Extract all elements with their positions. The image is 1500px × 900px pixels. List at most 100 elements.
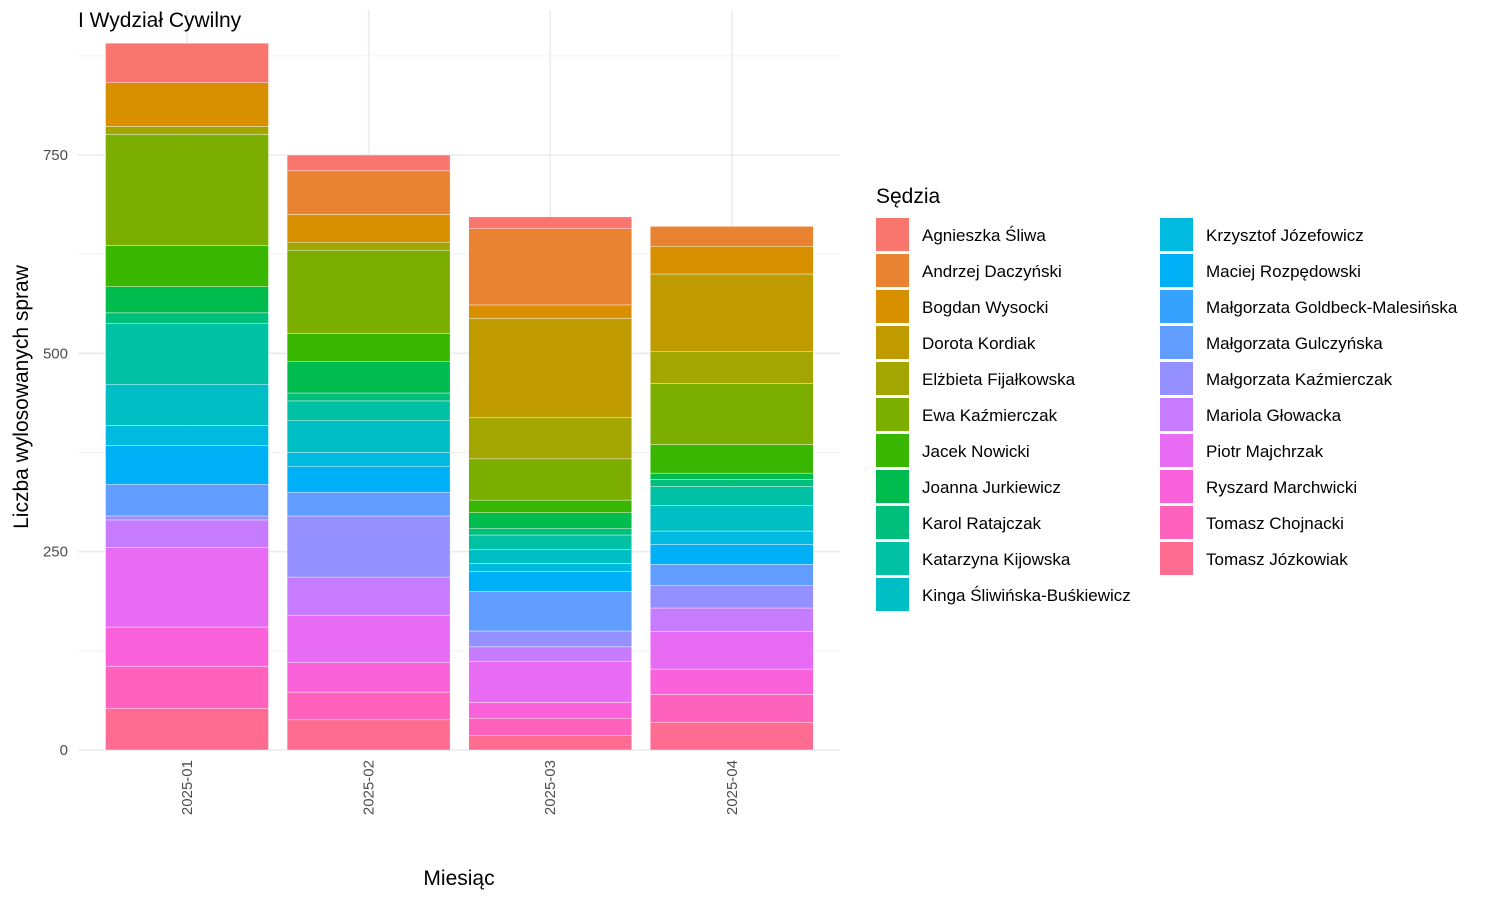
- bar-segment: [468, 228, 632, 306]
- legend-label: Kinga Śliwińska-Buśkiewicz: [922, 586, 1131, 605]
- legend-label: Piotr Majchrzak: [1206, 442, 1324, 461]
- legend-label: Małgorzata Goldbeck-Malesińska: [1206, 298, 1458, 317]
- bar-segment: [286, 420, 451, 453]
- bar-segment: [650, 607, 814, 632]
- bar-segment: [650, 273, 814, 352]
- legend-swatch: [1160, 290, 1193, 323]
- bar-segment: [105, 484, 269, 517]
- bar-segment: [650, 722, 814, 751]
- y-tick-label: 500: [43, 345, 68, 362]
- bar-segment: [105, 384, 269, 426]
- legend-label: Agnieszka Śliwa: [922, 226, 1046, 245]
- bar-segment: [105, 126, 269, 135]
- legend-swatch: [1160, 542, 1193, 575]
- bar-segment: [286, 719, 451, 751]
- legend-swatch: [876, 578, 909, 611]
- legend-label: Ewa Kaźmierczak: [922, 406, 1058, 425]
- x-tick-label: 2025-01: [179, 760, 196, 815]
- y-tick-label: 250: [43, 544, 68, 561]
- bar-segment: [105, 82, 269, 127]
- bar-segment: [286, 691, 451, 721]
- legend-label: Katarzyna Kijowska: [922, 550, 1071, 569]
- bar-segment: [468, 549, 632, 564]
- bar-segment: [650, 472, 814, 480]
- bar-segment: [286, 170, 451, 215]
- bar-segment: [286, 249, 451, 334]
- x-axis-title: Miesiąc: [423, 867, 494, 890]
- legend-swatch: [876, 398, 909, 431]
- bar-segment: [650, 505, 814, 532]
- bar-segment: [286, 515, 451, 578]
- bar-segment: [105, 245, 269, 287]
- bar-segment: [286, 392, 451, 402]
- bar-segment: [105, 519, 269, 548]
- bar-segment: [650, 351, 814, 384]
- legend-swatch: [876, 254, 909, 287]
- bar-segment: [286, 361, 451, 394]
- bar-segment: [468, 304, 632, 319]
- legend-swatch: [1160, 254, 1193, 287]
- x-tick-label: 2025-04: [724, 760, 741, 815]
- legend-swatch: [1160, 470, 1193, 503]
- bars-layer: [105, 42, 814, 751]
- bar-segment: [286, 662, 451, 693]
- x-tick-label: 2025-03: [542, 760, 559, 815]
- bar-segment: [468, 718, 632, 736]
- bar-segment: [468, 417, 632, 460]
- bar-segment: [468, 534, 632, 550]
- bar-segment: [468, 458, 632, 501]
- legend-label: Andrzej Daczyński: [922, 262, 1062, 281]
- bar-segment: [650, 668, 814, 695]
- bar-segment: [468, 563, 632, 572]
- bar-segment: [286, 466, 451, 493]
- legend-label: Krzysztof Józefowicz: [1206, 226, 1364, 245]
- bar-segment: [650, 246, 814, 275]
- bar-segment: [286, 576, 451, 616]
- legend-swatch: [876, 290, 909, 323]
- bar-segment: [105, 322, 269, 385]
- legend-swatch: [1160, 506, 1193, 539]
- bar-segment: [105, 547, 269, 628]
- axes-layer: 0 250 500 750 2025-01 2025-02 2025-03 2025-04: [43, 147, 741, 815]
- legend-label: Maciej Rozpędowski: [1206, 262, 1361, 281]
- bar-segment: [468, 216, 632, 229]
- legend-label: Tomasz Józkowiak: [1206, 550, 1348, 569]
- bar-segment: [468, 702, 632, 719]
- bar-segment: [650, 383, 814, 445]
- legend-label: Bogdan Wysocki: [922, 298, 1048, 317]
- y-axis-title: Liczba wylosowanych spraw: [10, 264, 33, 529]
- bar-segment: [286, 242, 451, 251]
- bar-segment: [468, 571, 632, 592]
- legend-label: Ryszard Marchwicki: [1206, 478, 1357, 497]
- bar-segment: [650, 694, 814, 723]
- bar-segment: [286, 400, 451, 421]
- chart-title: I Wydział Cywilny: [78, 9, 242, 32]
- legend-label: Joanna Jurkiewicz: [922, 478, 1061, 497]
- legend-label: Tomasz Chojnacki: [1206, 514, 1344, 533]
- bar-segment: [286, 333, 451, 362]
- bar-segment: [105, 312, 269, 324]
- bar-segment: [105, 666, 269, 709]
- bar-segment: [286, 614, 451, 663]
- legend-swatch: [876, 542, 909, 575]
- y-tick-label: 750: [43, 147, 68, 164]
- bar-segment: [650, 564, 814, 586]
- x-tick-label: 2025-02: [361, 760, 378, 815]
- legend-label: Małgorzata Gulczyńska: [1206, 334, 1383, 353]
- bar-segment: [650, 479, 814, 487]
- bar-segment: [105, 425, 269, 446]
- legend-label: Mariola Głowacka: [1206, 406, 1342, 425]
- legend-swatch: [876, 470, 909, 503]
- bar-segment: [650, 486, 814, 506]
- bar-segment: [468, 528, 632, 536]
- legend: Sędzia Agnieszka Śliwa Andrzej Daczyński B…: [876, 185, 1458, 611]
- bar-segment: [650, 631, 814, 670]
- legend-label: Elżbieta Fijałkowska: [922, 370, 1076, 389]
- legend-swatch: [876, 506, 909, 539]
- bar-segment: [650, 544, 814, 565]
- legend-swatch: [876, 218, 909, 251]
- bar-segment: [468, 318, 632, 418]
- bar-segment: [286, 154, 451, 172]
- bar-segment: [286, 491, 451, 517]
- bar-segment: [468, 646, 632, 662]
